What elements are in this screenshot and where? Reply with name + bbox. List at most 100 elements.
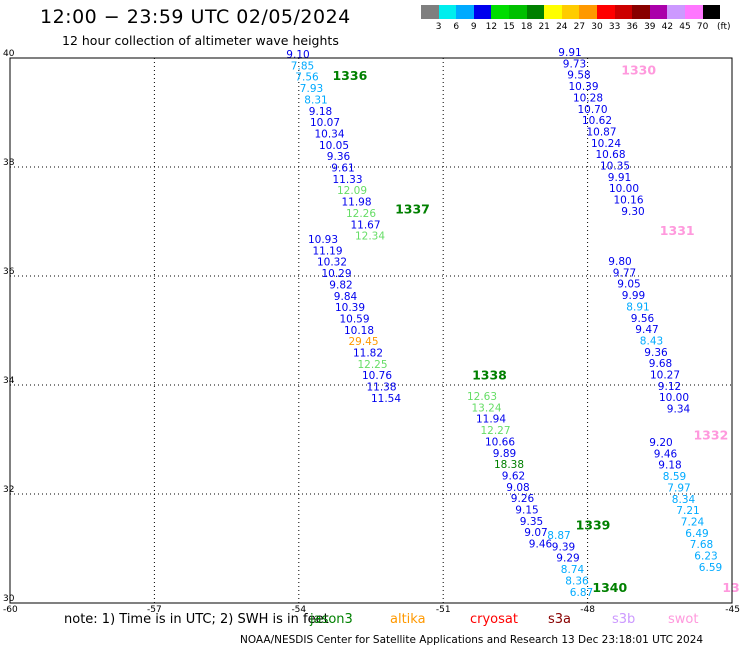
legend-swatch xyxy=(632,5,650,19)
map-title: 12:00 − 23:59 UTC 02/05/2024 xyxy=(40,6,351,28)
legend-swatch xyxy=(597,5,615,19)
wave-height-value: 8.91 xyxy=(626,301,649,313)
wave-height-value: 9.99 xyxy=(622,290,645,302)
wave-height-value: 12.27 xyxy=(480,425,510,437)
wave-height-value: 9.26 xyxy=(511,493,535,505)
wave-height-value: 8.43 xyxy=(640,335,663,347)
legend-label: 39 xyxy=(644,22,656,32)
track-id-label: 1339 xyxy=(576,517,611,532)
wave-height-value: 9.91 xyxy=(558,47,581,59)
wave-height-value: 12.63 xyxy=(467,391,497,403)
wave-height-value: 6.87 xyxy=(570,587,593,599)
wave-height-value: 9.05 xyxy=(617,279,640,291)
legend-label: 9 xyxy=(470,22,477,32)
satellite-legend-entry: s3a xyxy=(548,612,572,627)
wave-height-value: 11.38 xyxy=(366,382,396,394)
wave-height-value: 10.07 xyxy=(310,117,340,129)
wave-height-value: 10.68 xyxy=(595,149,625,161)
wave-height-value: 7.93 xyxy=(300,83,323,95)
track-id-label: 1338 xyxy=(472,368,507,383)
wave-height-value: 10.00 xyxy=(609,183,639,195)
wave-height-value: 10.59 xyxy=(339,313,369,325)
wave-height-value: 10.35 xyxy=(600,161,630,173)
latitude-tick-label: 38 xyxy=(3,158,15,168)
wave-height-value: 9.56 xyxy=(631,313,655,325)
wave-height-value: 9.39 xyxy=(552,541,575,553)
legend-swatch xyxy=(509,5,527,19)
map-subtitle: 12 hour collection of altimeter wave hei… xyxy=(62,33,339,48)
wave-height-value: 8.31 xyxy=(304,94,327,106)
legend-swatch xyxy=(649,5,668,19)
legend-swatch xyxy=(491,5,509,19)
wave-height-value: 11.54 xyxy=(371,393,401,405)
map-frame xyxy=(9,57,733,604)
legend-label: 21 xyxy=(538,22,550,32)
wave-height-value: 12.25 xyxy=(357,359,387,371)
legend-label: 33 xyxy=(608,22,621,32)
wave-height-value: 9.10 xyxy=(286,49,309,61)
wave-height-value: 9.61 xyxy=(331,163,354,175)
longitude-tick-label: -54 xyxy=(291,605,306,615)
wave-height-value: 9.46 xyxy=(654,448,678,460)
wave-height-value: 9.36 xyxy=(327,151,351,163)
wave-height-value: 10.28 xyxy=(573,92,603,104)
legend-swatch xyxy=(544,5,562,19)
wave-height-value: 9.46 xyxy=(529,539,553,551)
wave-height-value: 10.62 xyxy=(582,115,612,127)
wave-height-value: 10.66 xyxy=(485,436,515,448)
longitude-tick-label: -48 xyxy=(580,605,595,615)
wave-height-value: 10.93 xyxy=(308,234,338,246)
wave-height-value: 9.84 xyxy=(334,291,358,303)
satellite-legend-entry: jason3 xyxy=(310,612,353,627)
track-id-label: 133 xyxy=(722,580,740,595)
wave-height-value: 10.32 xyxy=(317,257,347,269)
wave-height-value: 9.07 xyxy=(524,527,547,539)
wave-height-value: 9.30 xyxy=(621,206,644,218)
wave-height-value: 10.70 xyxy=(577,104,607,116)
legend-label: 3 xyxy=(435,22,442,32)
legend-swatch xyxy=(667,5,685,19)
legend-swatch xyxy=(526,5,545,19)
legend-swatch xyxy=(685,5,703,19)
longitude-tick-label: -51 xyxy=(436,605,451,615)
legend-label: 30 xyxy=(591,22,603,32)
wave-height-value: 9.58 xyxy=(567,70,590,82)
wave-height-value: 6.59 xyxy=(699,562,722,574)
wave-height-value: 10.05 xyxy=(319,140,349,152)
wave-height-value: 7.85 xyxy=(291,60,314,72)
wave-height-value: 10.00 xyxy=(659,392,689,404)
wave-height-value: 9.80 xyxy=(608,256,631,268)
wave-height-value: 10.39 xyxy=(568,81,598,93)
wave-height-value: 9.18 xyxy=(309,106,332,118)
wave-height-value: 11.33 xyxy=(332,174,362,186)
footnote: note: 1) Time is in UTC; 2) SWH is in fe… xyxy=(64,612,329,627)
track-id-label: 1331 xyxy=(660,223,695,238)
wave-height-value: 9.62 xyxy=(502,470,525,482)
wave-height-value: 8.36 xyxy=(565,575,589,587)
legend-label: 24 xyxy=(556,22,568,32)
wave-height-value: 6.23 xyxy=(694,551,717,563)
wave-height-value: 9.18 xyxy=(658,460,681,472)
wave-height-value: 9.89 xyxy=(493,448,516,460)
wave-height-value: 10.24 xyxy=(591,138,621,150)
wave-height-value: 7.21 xyxy=(676,505,699,517)
legend-swatch xyxy=(579,5,597,19)
legend-swatch xyxy=(614,5,633,19)
wave-height-value: 12.34 xyxy=(355,231,385,243)
wave-height-value: 11.67 xyxy=(350,219,380,231)
track-id-label: 1337 xyxy=(395,201,430,216)
legend-swatch xyxy=(421,5,439,19)
wave-height-value: 9.36 xyxy=(644,347,668,359)
wave-height-value: 9.77 xyxy=(613,267,636,279)
track-id-label: 1340 xyxy=(592,580,627,595)
track-id-label: 1332 xyxy=(693,428,728,443)
wave-height-value: 11.98 xyxy=(341,197,371,209)
wave-height-value: 6.49 xyxy=(685,528,708,540)
wave-height-value: 9.15 xyxy=(515,505,538,517)
wave-height-value: 9.35 xyxy=(520,516,543,528)
legend-label: 45 xyxy=(679,22,691,32)
legend-label: 42 xyxy=(661,22,674,32)
legend-label: 27 xyxy=(573,22,586,32)
wave-height-value: 8.34 xyxy=(672,494,696,506)
